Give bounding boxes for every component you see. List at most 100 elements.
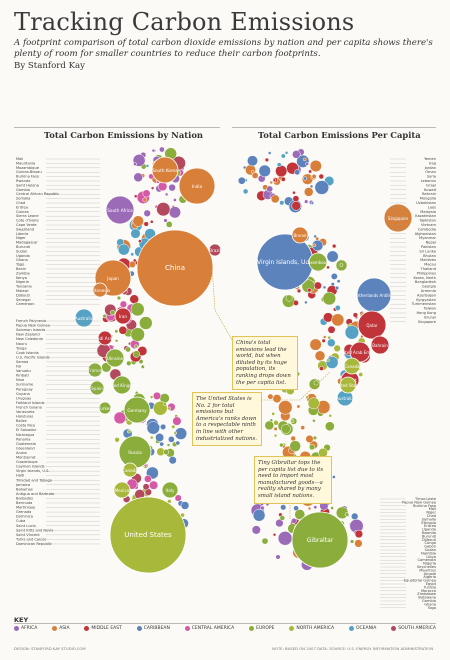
- bubble-left-label: Ukraine: [107, 356, 124, 361]
- bubble: [155, 433, 165, 442]
- bubble-right-label: Netherlands Antilles: [354, 293, 394, 298]
- label-right-bottom: Algeria: [423, 575, 436, 579]
- label-left-top: Togo: [15, 263, 24, 267]
- bubble-right-label: Singapore: [388, 216, 409, 221]
- bubble: [326, 265, 330, 270]
- label-left-bottom: Honduras: [16, 415, 33, 419]
- note-united-states: The United States is No. 2 for total emi…: [192, 392, 262, 447]
- bubble: [149, 480, 159, 490]
- bubble-left-south-africa: [105, 195, 135, 225]
- label-left-bottom: Venezuela: [16, 410, 34, 414]
- legend-label: NORTH AMERICA: [296, 626, 335, 631]
- bubble: [322, 291, 337, 306]
- legend-label: AFRICA: [21, 626, 38, 631]
- bubble: [261, 537, 269, 545]
- legend-swatch: [391, 626, 397, 631]
- label-left-bottom: Paraguay: [16, 387, 34, 391]
- label-right-top: Jordan: [424, 166, 436, 170]
- label-right-bottom: Libya: [426, 555, 436, 559]
- label-left-bottom: Haiti: [16, 474, 24, 478]
- label-left-top: Madagascar: [16, 241, 38, 245]
- label-left-bottom: Guatemala: [16, 442, 36, 446]
- bubble: [275, 165, 288, 178]
- label-left-top: Saint Helena: [16, 183, 39, 187]
- bubble-right-luxembourg: [308, 252, 328, 272]
- bubble: [275, 518, 284, 528]
- label-left-bottom: Samoa: [16, 360, 28, 364]
- bubble: [113, 411, 127, 425]
- label-right-bottom: Djibouti: [422, 538, 436, 542]
- bubble: [303, 176, 308, 181]
- label-right-top: Bhutan: [423, 254, 436, 258]
- legend-label: CENTRAL AMERICA: [191, 626, 235, 631]
- label-left-bottom: Virgin Islands, U.S.: [16, 469, 50, 473]
- bubble: [242, 188, 249, 195]
- label-right-top: Laos: [428, 205, 436, 209]
- bubble-left-united-states: [109, 496, 187, 574]
- label-left-top: Somalia: [16, 197, 30, 201]
- bubble: [130, 302, 145, 317]
- label-left-bottom: Suriname: [16, 383, 34, 387]
- bubble: [285, 294, 293, 302]
- label-left-bottom: Jamaica: [15, 483, 30, 487]
- bubble: [318, 173, 325, 180]
- bubble: [309, 338, 322, 351]
- legend-swatch: [14, 626, 19, 631]
- bubble: [303, 157, 307, 162]
- label-right-top: Mongolia: [420, 197, 436, 201]
- bubble: [334, 304, 341, 311]
- bubble: [180, 501, 190, 510]
- legend-label: MIDDLE EAST: [91, 626, 122, 631]
- label-left-top: Nigeria: [16, 280, 29, 284]
- bubble: [292, 195, 300, 203]
- legend-swatch: [348, 626, 354, 631]
- bubble: [173, 431, 178, 435]
- bubble: [130, 252, 135, 257]
- bubble: [160, 423, 167, 430]
- label-right-top: Hong Kong: [416, 311, 436, 315]
- section-title-right: Total Carbon Emissions Per Capita: [258, 130, 421, 140]
- bubble-right-label: Qatar: [366, 323, 378, 328]
- bubble: [304, 199, 309, 204]
- label-left-top: Mozambique: [16, 166, 40, 170]
- bubble: [149, 435, 154, 440]
- bubble: [322, 335, 327, 339]
- bubble: [134, 344, 139, 349]
- label-right-top: Uzbekistan: [416, 201, 436, 205]
- bubble: [314, 180, 330, 195]
- label-right-top: Maldives: [420, 258, 436, 262]
- bubble: [175, 440, 181, 446]
- bubble: [309, 159, 322, 173]
- legend-item-middle-east: MIDDLE EAST: [84, 626, 122, 631]
- bubble: [166, 443, 171, 447]
- bubble: [267, 151, 272, 155]
- label-right-top: Yemen: [424, 157, 436, 161]
- label-left-top: Liberia: [16, 232, 28, 236]
- label-left-bottom: Costa Rica: [16, 424, 35, 428]
- bubble-left-italy: [161, 481, 179, 499]
- bubble-left-label: United Kingdom: [105, 383, 139, 388]
- label-right-bottom: Egypt: [426, 582, 437, 586]
- bubble: [133, 162, 137, 166]
- bubble: [167, 406, 171, 411]
- legend-swatch: [289, 626, 295, 631]
- bubble: [173, 198, 177, 202]
- label-left-bottom: Nicaragua: [16, 433, 34, 437]
- bubble: [284, 151, 289, 155]
- bubble: [168, 183, 176, 192]
- label-left-bottom: French Polynesia: [16, 319, 46, 323]
- label-left-bottom: Guadeloupe: [16, 460, 39, 464]
- bubble: [102, 313, 107, 319]
- label-right-bottom: Gabon: [424, 545, 436, 549]
- label-right-bottom: Nigeria: [423, 562, 436, 566]
- bubble: [114, 437, 120, 443]
- label-right-top: Vietnam: [421, 223, 436, 227]
- byline: By Stanford Kay: [14, 61, 85, 71]
- bubble: [281, 424, 291, 434]
- bubble: [139, 316, 153, 330]
- label-right-bottom: Rwanda: [422, 531, 436, 535]
- bubble-right-label: Bahrain: [372, 343, 388, 348]
- label-right-top: Tajikistan: [418, 219, 436, 223]
- label-left-bottom: Papua New Guinea: [16, 324, 50, 328]
- bubble: [309, 444, 316, 451]
